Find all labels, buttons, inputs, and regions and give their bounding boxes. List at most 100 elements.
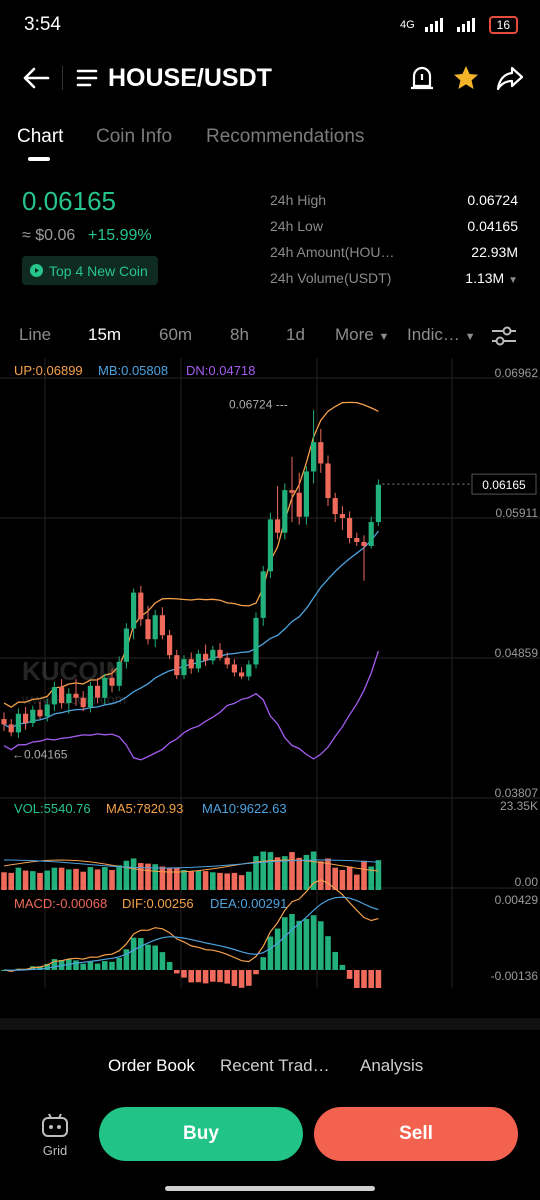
macd-bar xyxy=(51,959,58,970)
candle-body xyxy=(159,615,165,636)
fiat-price: ≈ $0.06 xyxy=(22,227,76,244)
tab-analysis[interactable]: Analysis xyxy=(360,1056,424,1075)
macd-bar xyxy=(267,936,274,970)
rank-badge[interactable]: Top 4 New Coin xyxy=(22,256,158,285)
volume-bar xyxy=(138,863,144,890)
candle-body xyxy=(339,514,345,519)
candle-body xyxy=(73,693,79,698)
menu-lines-icon[interactable] xyxy=(76,68,98,88)
candle-body xyxy=(44,704,50,717)
interval-8h[interactable]: 8h xyxy=(230,325,249,344)
interval-15m[interactable]: 15m xyxy=(88,325,122,344)
y-tick-label: 0.03807 xyxy=(495,786,539,800)
boll-lower-line xyxy=(3,650,380,761)
candle-body xyxy=(37,709,43,717)
macd-bar xyxy=(310,915,317,970)
interval-bar: Line 15m 60m 8h 1d More ▼ Indic… ▼ xyxy=(0,316,540,356)
volume-pane: VOL:5540.76 MA5:7820.93 MA10:9622.63 23.… xyxy=(1,799,538,890)
macd-bar xyxy=(109,961,115,970)
candle-body xyxy=(260,571,266,618)
interval-line[interactable]: Line xyxy=(19,325,52,344)
buy-button[interactable]: Buy xyxy=(99,1107,303,1161)
volume-bar xyxy=(238,875,245,890)
candle-body xyxy=(95,685,101,698)
play-circle-icon xyxy=(30,264,43,277)
macd-bar xyxy=(289,914,295,970)
tab-chart[interactable]: Chart xyxy=(17,126,64,147)
caret-down-icon: ▼ xyxy=(508,275,518,286)
volume-bar xyxy=(152,864,158,890)
volume-bar xyxy=(339,869,346,890)
volume-bar xyxy=(73,868,79,890)
volume-bar xyxy=(210,872,216,890)
candle-body xyxy=(8,724,14,733)
price-alert-icon[interactable] xyxy=(409,64,435,92)
candle-body xyxy=(224,657,230,665)
tab-recent-trades[interactable]: Recent Trad… xyxy=(220,1056,330,1075)
candle-body xyxy=(80,697,86,708)
nav-header xyxy=(0,52,540,108)
volume-bar xyxy=(80,871,86,890)
candle-body xyxy=(123,628,129,662)
volume-bar xyxy=(224,873,230,890)
interval-60m[interactable]: 60m xyxy=(159,325,193,344)
macd-bar xyxy=(361,970,367,988)
grid-button[interactable]: Grid xyxy=(30,1112,80,1158)
signal-icon-2 xyxy=(456,18,475,32)
macd-bar xyxy=(231,970,238,986)
volume-bar xyxy=(30,871,36,890)
candle-body xyxy=(138,592,144,620)
candle-body xyxy=(167,635,173,656)
macd-bar xyxy=(159,952,166,970)
dif-label: DIF:0.00256 xyxy=(122,896,194,911)
volume-bar xyxy=(116,865,122,890)
star-icon[interactable] xyxy=(452,64,480,92)
macd-bar xyxy=(188,970,194,983)
macd-bar xyxy=(238,970,245,988)
indicators-dropdown[interactable]: Indic… ▼ xyxy=(407,325,476,345)
dea-line xyxy=(3,896,379,971)
volume-bar xyxy=(181,869,187,890)
candle-body xyxy=(325,463,331,499)
macd-bar xyxy=(368,970,374,988)
back-arrow-icon[interactable] xyxy=(22,66,50,90)
candle-body xyxy=(332,498,338,515)
stat-value-with-caret[interactable]: 1.13M ▼ xyxy=(465,270,518,286)
candle-body xyxy=(174,655,180,676)
macd-bar xyxy=(37,966,43,970)
header-divider xyxy=(62,66,63,90)
last-price-box xyxy=(471,473,537,495)
boll-mb-label: MB:0.05808 xyxy=(98,363,168,378)
macd-bar xyxy=(354,970,360,988)
interval-more-label: More xyxy=(335,325,374,344)
interval-1d[interactable]: 1d xyxy=(286,325,305,344)
home-indicator[interactable] xyxy=(165,1186,375,1191)
vol-ma5-line xyxy=(3,859,379,873)
candle-body xyxy=(311,442,317,472)
candle-body xyxy=(354,538,360,543)
volume-bar xyxy=(303,854,310,890)
last-price: 0.06165 xyxy=(22,186,116,216)
tab-order-book[interactable]: Order Book xyxy=(108,1056,195,1075)
macd-bar xyxy=(116,957,122,970)
vol-label: VOL:5540.76 xyxy=(14,801,91,816)
macd-bar xyxy=(44,963,50,970)
candlestick-chart[interactable]: KUCOIN www.kucoin.com UP:0.06899 MB:0.05… xyxy=(0,358,540,988)
tab-recommendations[interactable]: Recommendations xyxy=(206,126,365,147)
tab-indicator xyxy=(28,157,50,161)
boll-upper-line xyxy=(3,401,379,708)
candle-body xyxy=(318,442,324,464)
stat-label: 24h Volume(USDT) xyxy=(270,270,392,286)
share-icon[interactable] xyxy=(496,64,524,92)
macd-bar xyxy=(332,951,338,970)
interval-more[interactable]: More ▼ xyxy=(335,325,389,345)
chart-settings-icon[interactable] xyxy=(490,324,518,348)
macd-bar xyxy=(138,938,144,970)
macd-pane: MACD:-0.00068 DIF:0.00256 DEA:0.00291 0.… xyxy=(1,879,538,988)
system-indicators: 4G 16 xyxy=(400,16,518,34)
sell-button[interactable]: Sell xyxy=(314,1107,518,1161)
tab-coin-info[interactable]: Coin Info xyxy=(96,126,173,147)
status-bar: 3:54 4G 16 xyxy=(0,0,540,52)
macd-bar xyxy=(274,928,281,970)
volume-bar xyxy=(37,872,43,890)
